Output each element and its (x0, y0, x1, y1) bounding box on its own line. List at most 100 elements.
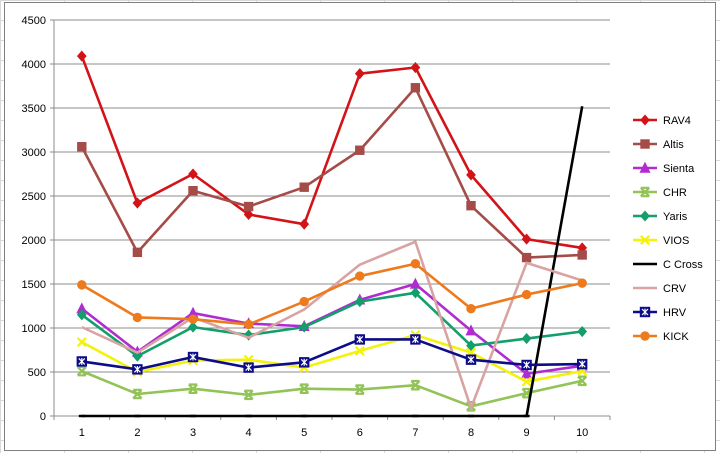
legend-item-vios: VIOS (633, 235, 689, 247)
series-line-chr (81, 369, 583, 408)
y-tick-label: 3000 (22, 147, 46, 159)
data-point-altis (410, 83, 421, 93)
legend-marker-altis (640, 139, 650, 149)
data-point-kick (188, 314, 198, 324)
data-point-vios (521, 376, 532, 387)
data-point-altis (577, 250, 587, 260)
data-point-rav4 (243, 208, 254, 221)
data-point-hrv-inner (78, 358, 86, 365)
data-point-vios (76, 337, 87, 348)
data-point-yaris (76, 309, 87, 321)
legend-item-altis: Altis (633, 139, 684, 151)
x-tick-label: 5 (301, 427, 307, 439)
data-point-chr (410, 379, 421, 391)
y-tick-label: 0 (40, 411, 46, 423)
data-point-rav4 (466, 169, 476, 181)
legend-label-chr: CHR (663, 187, 687, 199)
legend-label-hrv: HRV (663, 307, 687, 319)
data-point-rav4 (354, 68, 365, 80)
legend-marker-rav4 (640, 114, 650, 126)
data-point-hrv-inner (467, 356, 475, 364)
legend-label-vios: VIOS (663, 235, 689, 247)
data-point-altis (77, 142, 87, 152)
data-point-chr (577, 375, 588, 387)
legend-label-altis: Altis (663, 139, 684, 151)
x-tick-label: 2 (134, 427, 140, 439)
data-point-hrv-inner (523, 361, 531, 369)
series-line-rav4 (80, 55, 583, 250)
data-point-kick (243, 319, 254, 330)
data-point-hrv-inner (189, 353, 197, 361)
series-c-cross (78, 106, 584, 418)
data-point-kick (410, 259, 421, 269)
data-point-altis (521, 252, 532, 263)
legend-label-crv: CRV (663, 283, 687, 295)
legend-marker-chr (640, 186, 650, 198)
data-point-altis (243, 201, 254, 212)
data-point-hrv-inner (300, 358, 308, 366)
legend-label-yaris: Yaris (663, 211, 688, 223)
series-rav4 (76, 50, 588, 254)
data-point-chr (76, 365, 87, 377)
data-point-kick (77, 280, 87, 290)
gridlines (54, 19, 610, 373)
y-tick-label: 2000 (22, 235, 46, 247)
data-point-chr (243, 389, 254, 401)
legend-label-rav4: RAV4 (663, 115, 691, 127)
series-altis (77, 83, 587, 263)
legend-marker-kick (640, 331, 650, 341)
x-tick-label: 3 (190, 427, 196, 439)
data-point-chr (188, 383, 198, 395)
data-point-yaris (410, 287, 421, 299)
legend-item-crv: CRV (633, 283, 687, 295)
data-point-kick (355, 271, 365, 281)
x-tick-label: 1 (79, 427, 85, 439)
legend-marker-yaris (640, 210, 650, 222)
data-point-chr (354, 384, 365, 395)
data-point-yaris (577, 325, 588, 338)
data-point-rav4 (299, 218, 310, 230)
legend-item-rav4: RAV4 (633, 114, 691, 127)
data-point-kick (299, 296, 309, 307)
series-line-altis (80, 86, 583, 259)
data-point-yaris (188, 321, 198, 333)
data-point-kick (577, 278, 587, 288)
series-yaris (76, 287, 588, 362)
data-point-sienta (521, 367, 533, 379)
legend-label-sienta: Sienta (663, 163, 695, 175)
series-kick (77, 259, 587, 330)
x-tick-label: 9 (524, 427, 530, 439)
legend-marker-sienta (639, 161, 651, 173)
x-tick-label: 8 (468, 427, 474, 439)
data-point-rav4 (132, 197, 143, 209)
series-line-c-cross (81, 106, 584, 418)
axes: 0 500 1000 1500 2000 2500 3000 3500 4000 4500 1 2 3 4… (22, 15, 611, 439)
data-point-rav4 (188, 168, 198, 180)
series-line-kick (81, 262, 583, 326)
series-lines (76, 50, 588, 418)
data-point-altis (355, 145, 365, 155)
data-point-kick (132, 312, 143, 323)
chart-area[interactable]: 0 500 1000 1500 2000 2500 3000 3500 4000 4500 1 2 3 4… (4, 2, 716, 451)
data-point-altis (299, 182, 309, 192)
data-point-rav4 (76, 50, 87, 62)
series-line-yaris (81, 291, 583, 358)
legend-label-c-cross: C Cross (663, 259, 703, 271)
x-tick-label: 6 (357, 427, 363, 439)
series-line-hrv (81, 338, 583, 371)
y-tick-label: 1000 (22, 323, 46, 335)
legend-marker-hrv-inner (641, 308, 649, 316)
data-point-rav4 (521, 233, 532, 245)
data-point-hrv-inner (411, 336, 419, 343)
data-point-kick (466, 303, 476, 314)
legend[interactable]: RAV4 Altis Sienta CHR Yaris VIOS C Cross CRV HRV… (633, 114, 703, 343)
line-chart: 0 500 1000 1500 2000 2500 3000 3500 4000 4500 1 2 3 4… (22, 15, 704, 439)
legend-marker-vios (640, 235, 650, 245)
legend-item-yaris: Yaris (633, 210, 688, 223)
y-tick-label: 2500 (22, 191, 46, 203)
data-point-kick (521, 289, 532, 300)
data-point-yaris (132, 350, 143, 362)
legend-item-hrv: HRV (633, 306, 687, 319)
data-point-chr (521, 387, 532, 399)
x-tick-label: 10 (576, 427, 588, 439)
